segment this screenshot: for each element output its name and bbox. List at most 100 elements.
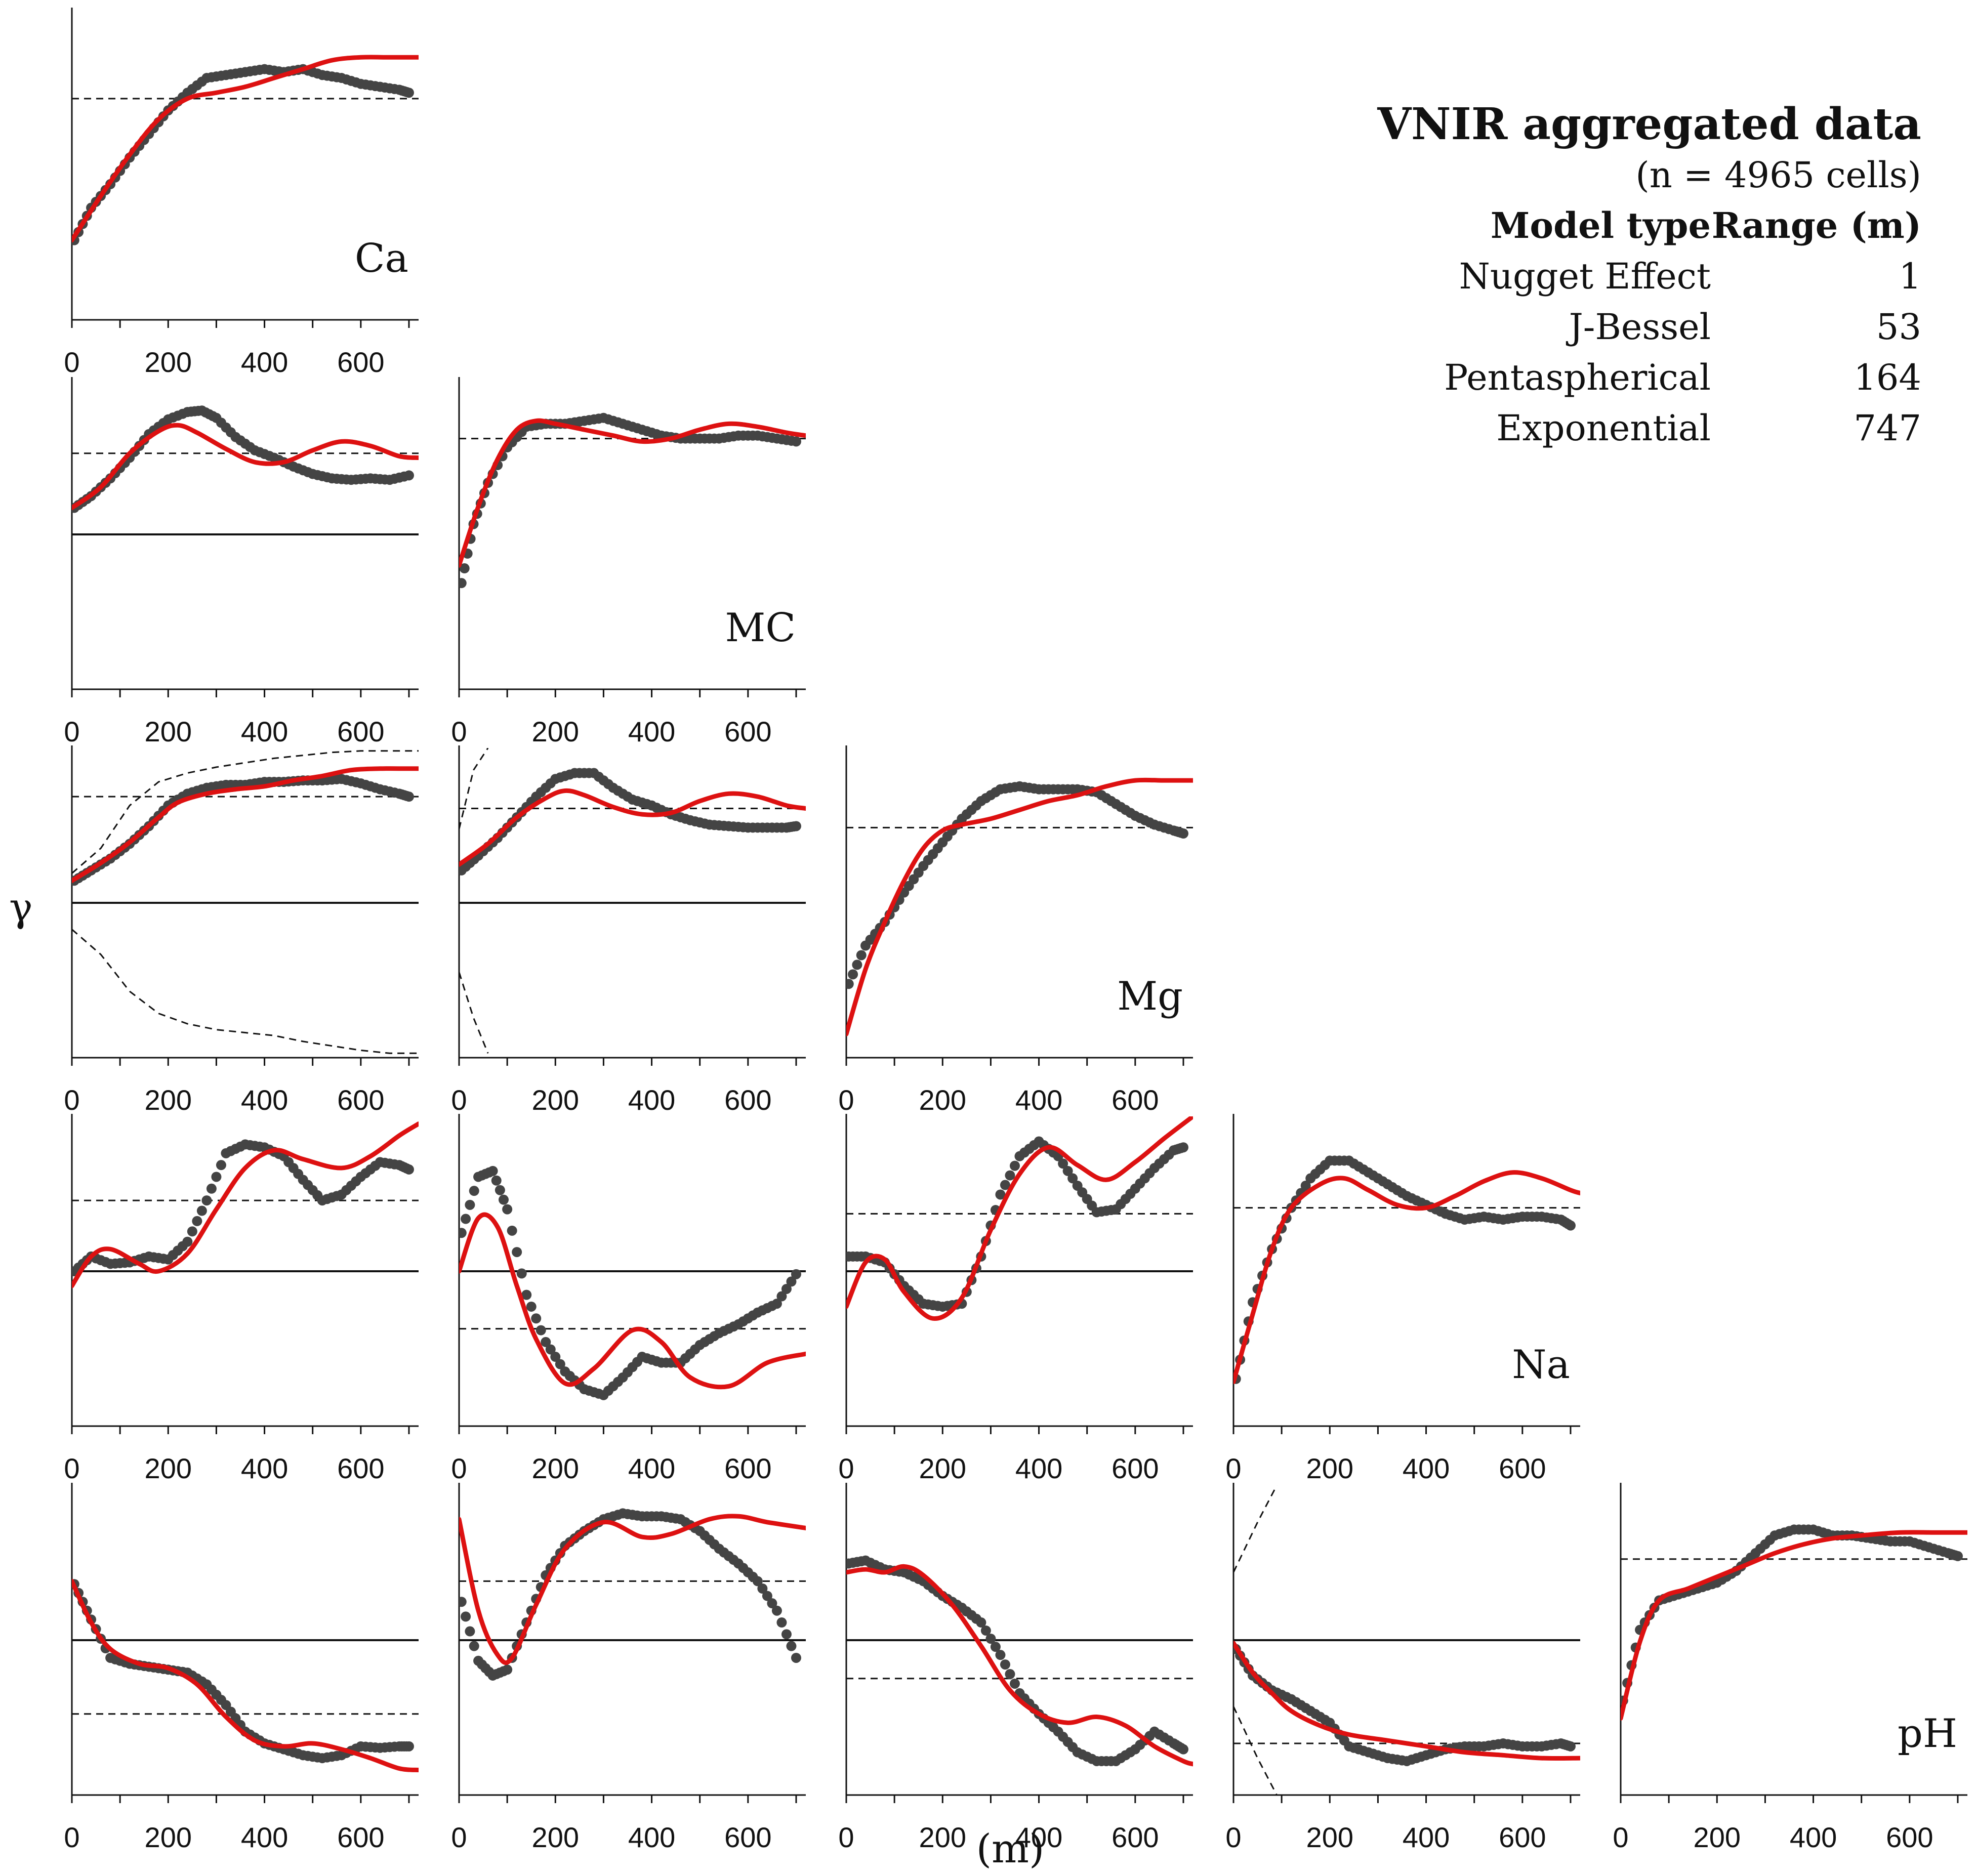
empirical-point xyxy=(781,1283,792,1294)
legend-header-range: Range (m) xyxy=(1712,204,1921,246)
x-tick-label: 200 xyxy=(919,1084,966,1116)
x-tick-label: 400 xyxy=(1015,1452,1062,1484)
model-curve xyxy=(459,1212,806,1390)
empirical-point xyxy=(536,1325,546,1336)
plot-area xyxy=(72,1121,419,1288)
empirical-point xyxy=(846,979,854,989)
variogram-panel-ca-mc: 0 200 400 600 xyxy=(64,377,419,747)
x-tick-label: 400 xyxy=(241,346,288,378)
empirical-point xyxy=(1000,1659,1010,1670)
legend-table: VNIR aggregated data (n = 4965 cells) Mo… xyxy=(1377,99,1921,449)
empirical-point xyxy=(531,1313,542,1324)
empirical-point xyxy=(1178,1744,1188,1755)
x-tick-label: 0 xyxy=(838,1821,854,1853)
empirical-point xyxy=(555,1359,565,1369)
plot-area xyxy=(846,1116,1193,1321)
empirical-point xyxy=(752,1576,763,1587)
panel-label: Mg xyxy=(1117,974,1183,1019)
empirical-point xyxy=(1178,1142,1188,1153)
x-tick-label: 400 xyxy=(1015,1821,1062,1853)
empirical-point xyxy=(206,1183,217,1194)
x-tick-label: 400 xyxy=(1790,1821,1837,1853)
plot-area xyxy=(72,405,419,535)
model-curve xyxy=(72,1578,419,1772)
x-tick-label: 400 xyxy=(1015,1084,1062,1116)
x-tick-label: 600 xyxy=(1112,1821,1159,1853)
plot-area xyxy=(846,777,1193,1036)
legend-row-range: 164 xyxy=(1854,357,1921,398)
x-tick-label: 200 xyxy=(532,1821,579,1853)
variogram-panel-mc-mg: 0 200 400 600 xyxy=(451,745,806,1116)
legend-header-model: Model type xyxy=(1491,204,1711,246)
empirical-point xyxy=(516,1268,527,1279)
legend-subtitle: (n = 4965 cells) xyxy=(1635,154,1921,196)
x-tick-label: 600 xyxy=(724,1084,771,1116)
empirical-point xyxy=(461,1214,471,1224)
x-tick-label: 200 xyxy=(532,716,579,747)
x-tick-label: 600 xyxy=(337,1821,384,1853)
empirical-point xyxy=(776,1617,787,1628)
empirical-point xyxy=(1565,1220,1576,1231)
empirical-point xyxy=(502,1664,513,1675)
x-tick-label: 200 xyxy=(1694,1821,1741,1853)
empirical-point xyxy=(403,1164,414,1175)
x-tick-label: 600 xyxy=(1499,1452,1546,1484)
variogram-panel-na-ph: 0 200 400 600 xyxy=(1225,1483,1580,1853)
x-tick-label: 400 xyxy=(628,1452,675,1484)
empirical-point xyxy=(512,1247,522,1258)
empirical-point xyxy=(403,1741,414,1752)
plot-area xyxy=(459,1165,806,1400)
x-tick-label: 200 xyxy=(532,1452,579,1484)
x-tick-label: 0 xyxy=(451,1084,467,1116)
model-curve xyxy=(72,766,419,883)
x-tick-label: 0 xyxy=(451,716,467,747)
empirical-point xyxy=(856,950,867,961)
model-curve xyxy=(846,1564,1193,1767)
legend-row-model: Nugget Effect xyxy=(1459,256,1711,297)
empirical-point xyxy=(469,1641,479,1651)
plot-area xyxy=(846,1555,1193,1767)
empirical-point xyxy=(495,1185,505,1195)
x-tick-label: 200 xyxy=(145,346,192,378)
empirical-point xyxy=(848,969,858,980)
variogram-panel-na: 0 200 400 600 Na xyxy=(1225,1114,1580,1484)
empirical-point xyxy=(182,1236,193,1247)
x-tick-label: 600 xyxy=(337,346,384,378)
plot-area xyxy=(459,412,806,589)
envelope-curve xyxy=(72,929,419,1054)
empirical-point xyxy=(1005,1170,1015,1181)
empirical-point xyxy=(196,1205,207,1216)
legend-row-range: 1 xyxy=(1899,256,1921,297)
x-tick-label: 600 xyxy=(724,1452,771,1484)
model-curve xyxy=(72,1121,419,1288)
variogram-panel-ph: 0 200 400 600 pH xyxy=(1613,1483,1967,1853)
empirical-point xyxy=(526,1301,537,1312)
x-tick-label: 600 xyxy=(337,716,384,747)
empirical-point xyxy=(1058,1158,1068,1169)
envelope-curve xyxy=(459,972,489,1054)
empirical-point xyxy=(187,1226,197,1237)
legend-row-model: Exponential xyxy=(1496,407,1711,449)
empirical-point xyxy=(791,1269,801,1279)
variogram-panel-mc-na: 0 200 400 600 xyxy=(451,1114,806,1484)
x-tick-label: 200 xyxy=(1306,1821,1353,1853)
envelope-curve xyxy=(72,750,419,874)
x-tick-label: 0 xyxy=(64,1452,79,1484)
empirical-point xyxy=(1005,1669,1015,1680)
plot-area xyxy=(1233,1485,1580,1795)
x-tick-label: 200 xyxy=(145,1821,192,1853)
x-tick-label: 0 xyxy=(64,1821,79,1853)
x-tick-label: 600 xyxy=(724,1821,771,1853)
empirical-point xyxy=(1067,1173,1078,1184)
x-axis-title: (m) xyxy=(976,1826,1045,1872)
variogram-panels: 0 200 400 600 Ca 0 200 400 600 0 200 400 600 MC 0 200 40… xyxy=(64,8,1967,1853)
x-tick-label: 0 xyxy=(451,1821,467,1853)
envelope-curve xyxy=(1233,1706,1278,1795)
legend-row-model: J-Bessel xyxy=(1566,306,1711,348)
x-tick-label: 400 xyxy=(628,1084,675,1116)
empirical-point xyxy=(1300,1180,1311,1191)
empirical-point xyxy=(771,1605,782,1616)
empirical-point xyxy=(465,1199,475,1210)
plot-area xyxy=(1233,1155,1580,1385)
empirical-point xyxy=(791,436,801,447)
